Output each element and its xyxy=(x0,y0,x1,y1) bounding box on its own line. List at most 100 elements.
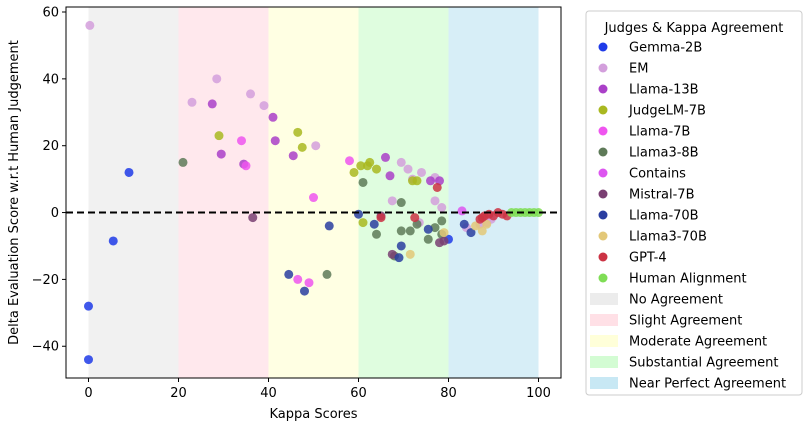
data-point xyxy=(309,193,318,203)
data-point xyxy=(426,176,435,186)
legend-label-slight-agreement: Slight Agreement xyxy=(629,314,742,329)
legend-label-moderate-agreement: Moderate Agreement xyxy=(629,335,767,350)
data-point xyxy=(248,213,258,223)
y-axis-ticks: −40 −20 0 20 40 60 xyxy=(32,6,66,355)
band-no-agreement xyxy=(88,7,179,378)
data-point xyxy=(207,99,217,109)
data-point xyxy=(437,203,447,213)
data-point xyxy=(324,221,334,231)
data-point xyxy=(372,164,381,174)
band-near-perfect-agreement xyxy=(448,7,539,378)
band-moderate-agreement xyxy=(268,7,359,378)
data-point xyxy=(270,136,280,146)
legend-marker-judgelm-7b xyxy=(598,105,608,115)
data-point xyxy=(466,228,476,238)
x-axis-ticks: 0 20 40 60 80 100 xyxy=(84,378,551,401)
data-point xyxy=(394,253,404,263)
data-point xyxy=(432,182,442,192)
legend-label-llama-70b: Llama-70B xyxy=(629,209,699,224)
legend-swatch-near-perfect-agreement xyxy=(590,377,618,389)
data-point xyxy=(237,136,246,146)
data-point xyxy=(356,161,366,171)
data-point xyxy=(84,355,93,365)
data-point xyxy=(288,151,298,161)
series-llama-70b xyxy=(284,209,476,296)
agreement-bands xyxy=(88,7,539,378)
legend-label-contains: Contains xyxy=(629,167,686,182)
x-axis-label: Kappa Scores xyxy=(269,407,357,422)
data-point xyxy=(259,101,269,111)
data-point xyxy=(387,196,397,206)
data-point xyxy=(372,229,381,239)
data-points xyxy=(84,20,543,365)
data-point xyxy=(178,157,188,167)
x-tick-label: 0 xyxy=(84,386,92,401)
legend-marker-contains xyxy=(598,168,608,178)
data-point xyxy=(412,176,422,186)
plot-frame xyxy=(65,6,562,379)
data-point xyxy=(430,223,440,233)
data-point xyxy=(124,167,134,177)
x-tick-label: 80 xyxy=(440,386,457,401)
legend-swatch-substantial-agreement xyxy=(590,356,618,368)
legend-marker-llama-7b xyxy=(598,126,608,136)
series-llama-7b xyxy=(237,136,354,288)
legend-label-llama3-70b: Llama3-70B xyxy=(629,230,707,245)
series-llama3-70b xyxy=(405,219,492,259)
legend-label-gemma-2b: Gemma-2B xyxy=(629,41,702,56)
series-mistral-7b xyxy=(248,211,449,259)
band-slight-agreement xyxy=(178,7,269,378)
data-point xyxy=(284,269,294,279)
y-tick-label: 0 xyxy=(51,206,59,221)
data-point xyxy=(349,167,359,177)
data-point xyxy=(482,219,492,229)
data-point xyxy=(396,226,406,236)
data-point xyxy=(214,131,224,141)
legend-marker-llama-70b xyxy=(598,210,608,220)
y-tick-label: −20 xyxy=(32,273,59,288)
data-point xyxy=(477,226,487,236)
x-tick-label: 100 xyxy=(526,386,551,401)
data-point xyxy=(293,127,303,137)
legend-title: Judges & Kappa Agreement xyxy=(604,21,784,36)
legend-marker-human-alignment xyxy=(598,273,608,283)
x-tick-label: 40 xyxy=(260,386,277,401)
data-point xyxy=(300,286,309,296)
series-judgelm-7b xyxy=(214,127,422,228)
legend-label-judgelm-7b: JudgeLM-7B xyxy=(628,104,706,119)
data-point xyxy=(376,213,386,223)
data-point xyxy=(385,171,395,181)
legend-marker-gemma-2b xyxy=(598,42,608,52)
data-point xyxy=(437,216,447,226)
data-point xyxy=(354,209,363,219)
x-tick-label: 20 xyxy=(170,386,187,401)
legend-swatch-slight-agreement xyxy=(590,314,618,326)
data-point xyxy=(358,177,368,187)
data-point xyxy=(84,301,93,311)
x-tick-label: 60 xyxy=(350,386,367,401)
legend-label-no-agreement: No Agreement xyxy=(629,293,723,308)
legend-marker-em xyxy=(598,63,608,73)
legend-swatch-no-agreement xyxy=(590,293,618,305)
y-tick-label: 20 xyxy=(42,139,59,154)
data-point xyxy=(430,196,440,206)
legend-label-human-alignment: Human Alignment xyxy=(629,272,747,287)
y-tick-label: 40 xyxy=(42,72,59,87)
data-point xyxy=(85,20,95,30)
legend-marker-llama-13b xyxy=(598,84,608,94)
data-point xyxy=(297,142,307,152)
data-point xyxy=(358,218,368,228)
data-point xyxy=(471,221,480,231)
data-point xyxy=(396,198,406,208)
data-point xyxy=(387,249,397,259)
legend-marker-gpt-4 xyxy=(598,252,608,262)
data-point xyxy=(439,228,449,238)
data-point xyxy=(365,157,375,167)
series-llama3-8b xyxy=(178,157,447,279)
legend-marker-mistral-7b xyxy=(598,189,608,199)
series-contains xyxy=(457,206,467,216)
band-substantial-agreement xyxy=(358,7,449,378)
y-axis-label: Delta Evaluation Score w.r.t Human Judge… xyxy=(7,40,22,345)
legend-frame xyxy=(585,10,803,396)
